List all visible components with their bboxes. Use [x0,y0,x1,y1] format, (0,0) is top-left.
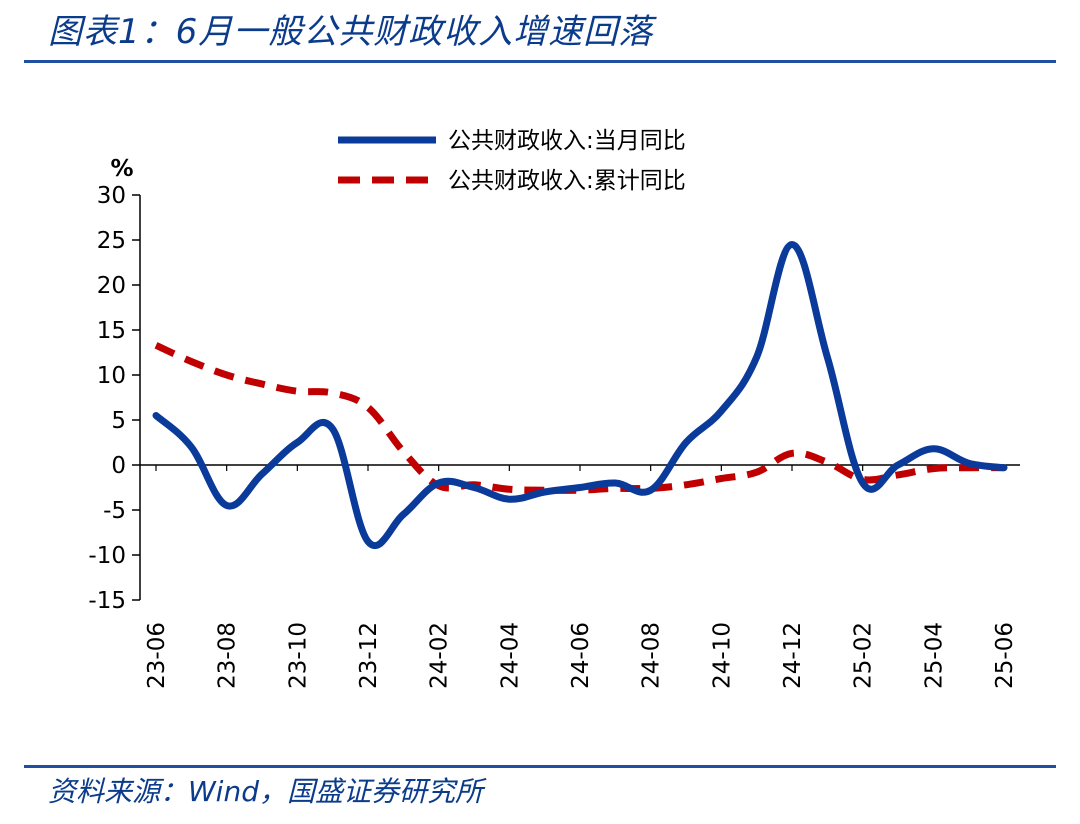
y-tick-label: -5 [103,498,126,524]
chart-title: 图表1：6月一般公共财政收入增速回落 [48,12,654,52]
source-note: 资料来源：Wind，国盛证券研究所 [48,775,483,808]
axes-layer: 30 25 20 15 10 5 0 -5 -10 -15% 23-06 23-08 23-10 23-1… [88,156,1020,689]
x-tick-label: 24-08 [639,622,665,689]
y-tick-label: 10 [97,363,126,389]
bottom-divider [24,765,1056,768]
x-tick-label: 24-02 [427,622,453,689]
y-tick-label: 30 [97,183,126,209]
x-tick-label: 23-12 [356,622,382,689]
y-tick-label: 20 [97,273,126,299]
x-tick-label: 25-02 [851,622,877,689]
legend-label-monthly: 公共财政收入:当月同比 [448,128,686,154]
x-tick-label: 25-04 [921,622,947,689]
y-tick-label: 25 [97,228,126,254]
y-tick-label: 15 [97,318,126,344]
y-axis-unit: % [110,156,133,182]
x-tick-label: 25-06 [992,622,1018,689]
series-monthly-yoy-line [152,241,1008,549]
y-tick-label: 5 [111,408,126,434]
x-tick-label: 24-06 [568,622,594,689]
x-tick-label: 23-10 [285,622,311,689]
y-tick-label: -10 [88,543,126,569]
chart: 30 25 20 15 10 5 0 -5 -10 -15% 23-06 23-08 23-10 23-1… [88,128,1020,689]
x-tick-label: 24-10 [709,622,735,689]
top-divider [24,60,1056,63]
x-tick-label: 24-04 [497,622,523,689]
x-tick-label: 23-06 [144,622,170,689]
y-tick-label: -15 [88,588,126,614]
series-layer [152,241,1008,549]
x-tick-label: 24-12 [780,622,806,689]
y-tick-label: 0 [111,453,126,479]
x-tick-label: 23-08 [215,622,241,689]
legend-label-cumulative: 公共财政收入:累计同比 [448,168,686,194]
